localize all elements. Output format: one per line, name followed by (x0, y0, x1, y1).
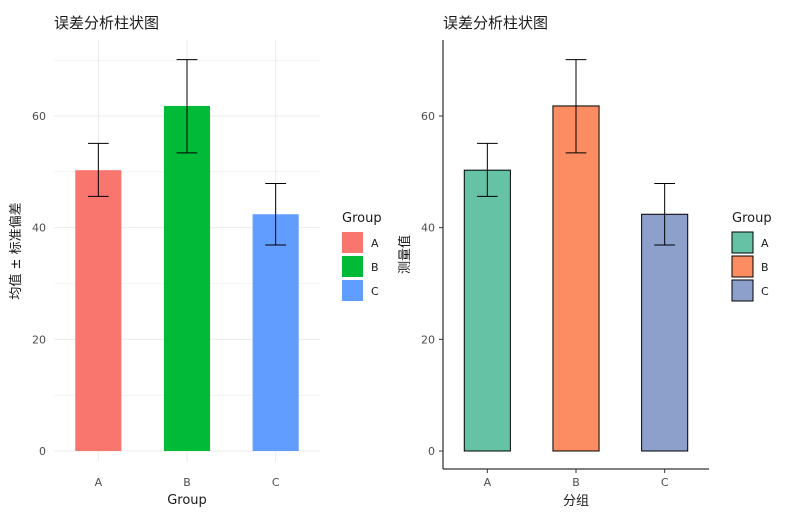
x-tick-label: A (95, 476, 103, 489)
y-tick-label: 40 (32, 222, 46, 235)
bar-A (75, 170, 122, 452)
x-tick-label: B (572, 476, 580, 489)
legend-title: Group (732, 211, 772, 226)
x-axis-title: 分组 (563, 494, 589, 509)
legend-label-B: B (761, 261, 769, 274)
legend-label-C: C (761, 285, 769, 298)
bar-B (163, 105, 211, 451)
legend-key-C (731, 279, 754, 302)
bar-C (252, 214, 299, 451)
x-tick-label: B (183, 476, 191, 489)
y-axis-title: 均值 ± 标准偏差 (8, 202, 24, 299)
bar-A (463, 169, 511, 452)
legend-key-C (342, 280, 363, 301)
error-bar-A (87, 142, 109, 197)
legend: Group ABC (342, 211, 382, 301)
error-bar-C (654, 183, 676, 246)
legend-title: Group (342, 211, 382, 226)
chart-title: 误差分析柱状图 (54, 14, 159, 32)
legend-label-C: C (371, 285, 379, 298)
error-bar-A (476, 142, 498, 197)
x-axis-title: Group (167, 493, 207, 508)
y-axis-title: 测量值 (397, 235, 413, 274)
y-tick-label: 20 (32, 333, 46, 346)
legend-label-A: A (761, 237, 769, 250)
legend-key-A (731, 231, 754, 254)
y-tick-label: 0 (428, 445, 435, 458)
y-tick-label: 0 (39, 445, 46, 458)
error-bar-C (265, 183, 287, 246)
x-tick-label: A (484, 476, 492, 489)
error-bar-B (176, 59, 198, 154)
y-tick-label: 20 (421, 333, 435, 346)
y-tick-label: 60 (32, 110, 46, 123)
legend-key-A (342, 232, 363, 253)
x-tick-label: C (272, 476, 280, 489)
bar-B (552, 105, 600, 452)
bar-C (641, 213, 689, 452)
legend-key-B (731, 255, 754, 278)
legend-label-B: B (371, 261, 379, 274)
chart-title: 误差分析柱状图 (443, 14, 548, 32)
x-tick-label: C (661, 476, 669, 489)
legend-key-B (342, 256, 363, 277)
legend-label-A: A (371, 237, 379, 250)
y-tick-label: 40 (421, 222, 435, 235)
legend: Group ABC (731, 211, 772, 302)
error-bar-B (565, 59, 587, 154)
y-tick-label: 60 (421, 110, 435, 123)
